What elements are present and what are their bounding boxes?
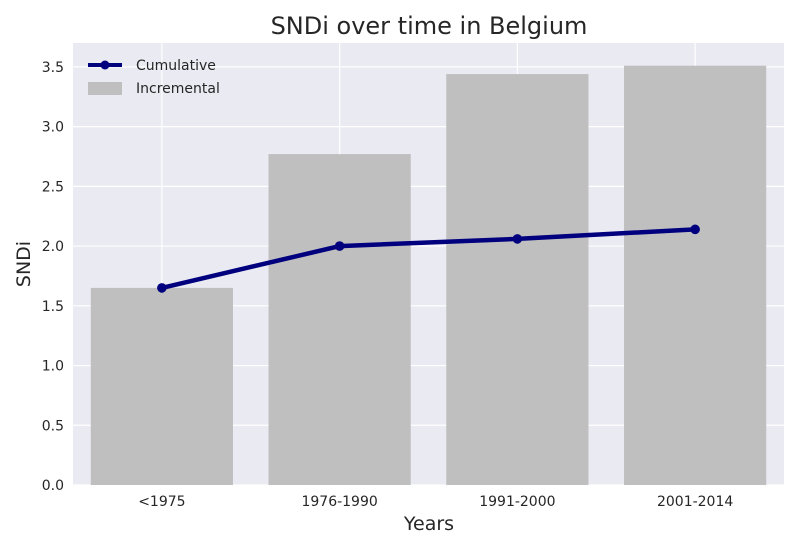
cumulative-line-layer: [157, 224, 700, 293]
legend-swatch-incremental: [88, 82, 122, 95]
x-tick-label: 2001-2014: [657, 494, 733, 510]
bar-incremental: [446, 74, 589, 486]
y-tick-label: 3.0: [42, 120, 64, 136]
point-cumulative: [512, 234, 523, 244]
line-cumulative: [161, 227, 696, 291]
x-axis-label: Years: [403, 513, 454, 535]
y-tick-label: 0.5: [42, 418, 64, 434]
legend-marker-cumulative: [100, 60, 110, 70]
y-tick-label: 2.0: [42, 239, 64, 255]
x-tick-label: 1991-2000: [479, 494, 555, 510]
y-tick-label: 1.0: [42, 359, 64, 375]
y-axis-label: SNDi: [13, 241, 35, 287]
y-axis-ticks: 0.0 0.5 1.0 1.5 2.0 2.5 3.0 3.5: [42, 60, 64, 494]
x-tick-label: <1975: [138, 494, 185, 510]
legend-label-incremental: Incremental: [136, 81, 220, 97]
y-tick-label: 2.5: [42, 179, 64, 195]
point-cumulative: [334, 241, 345, 251]
y-tick-label: 1.5: [42, 299, 64, 315]
legend: Cumulative Incremental: [88, 58, 220, 97]
point-cumulative: [690, 224, 700, 235]
chart-title: SNDi over time in Belgium: [271, 12, 588, 40]
bar-incremental: [90, 287, 233, 485]
bar-incremental: [624, 65, 767, 485]
x-tick-label: 1976-1990: [301, 494, 377, 510]
point-cumulative: [157, 283, 167, 293]
y-tick-label: 3.5: [42, 60, 64, 76]
bar-incremental: [268, 154, 411, 485]
y-tick-label: 0.0: [42, 478, 64, 494]
legend-label-cumulative: Cumulative: [136, 58, 216, 74]
bars: [90, 65, 767, 486]
x-axis-ticks: <1975 1976-1990 1991-2000 2001-2014: [138, 494, 733, 510]
